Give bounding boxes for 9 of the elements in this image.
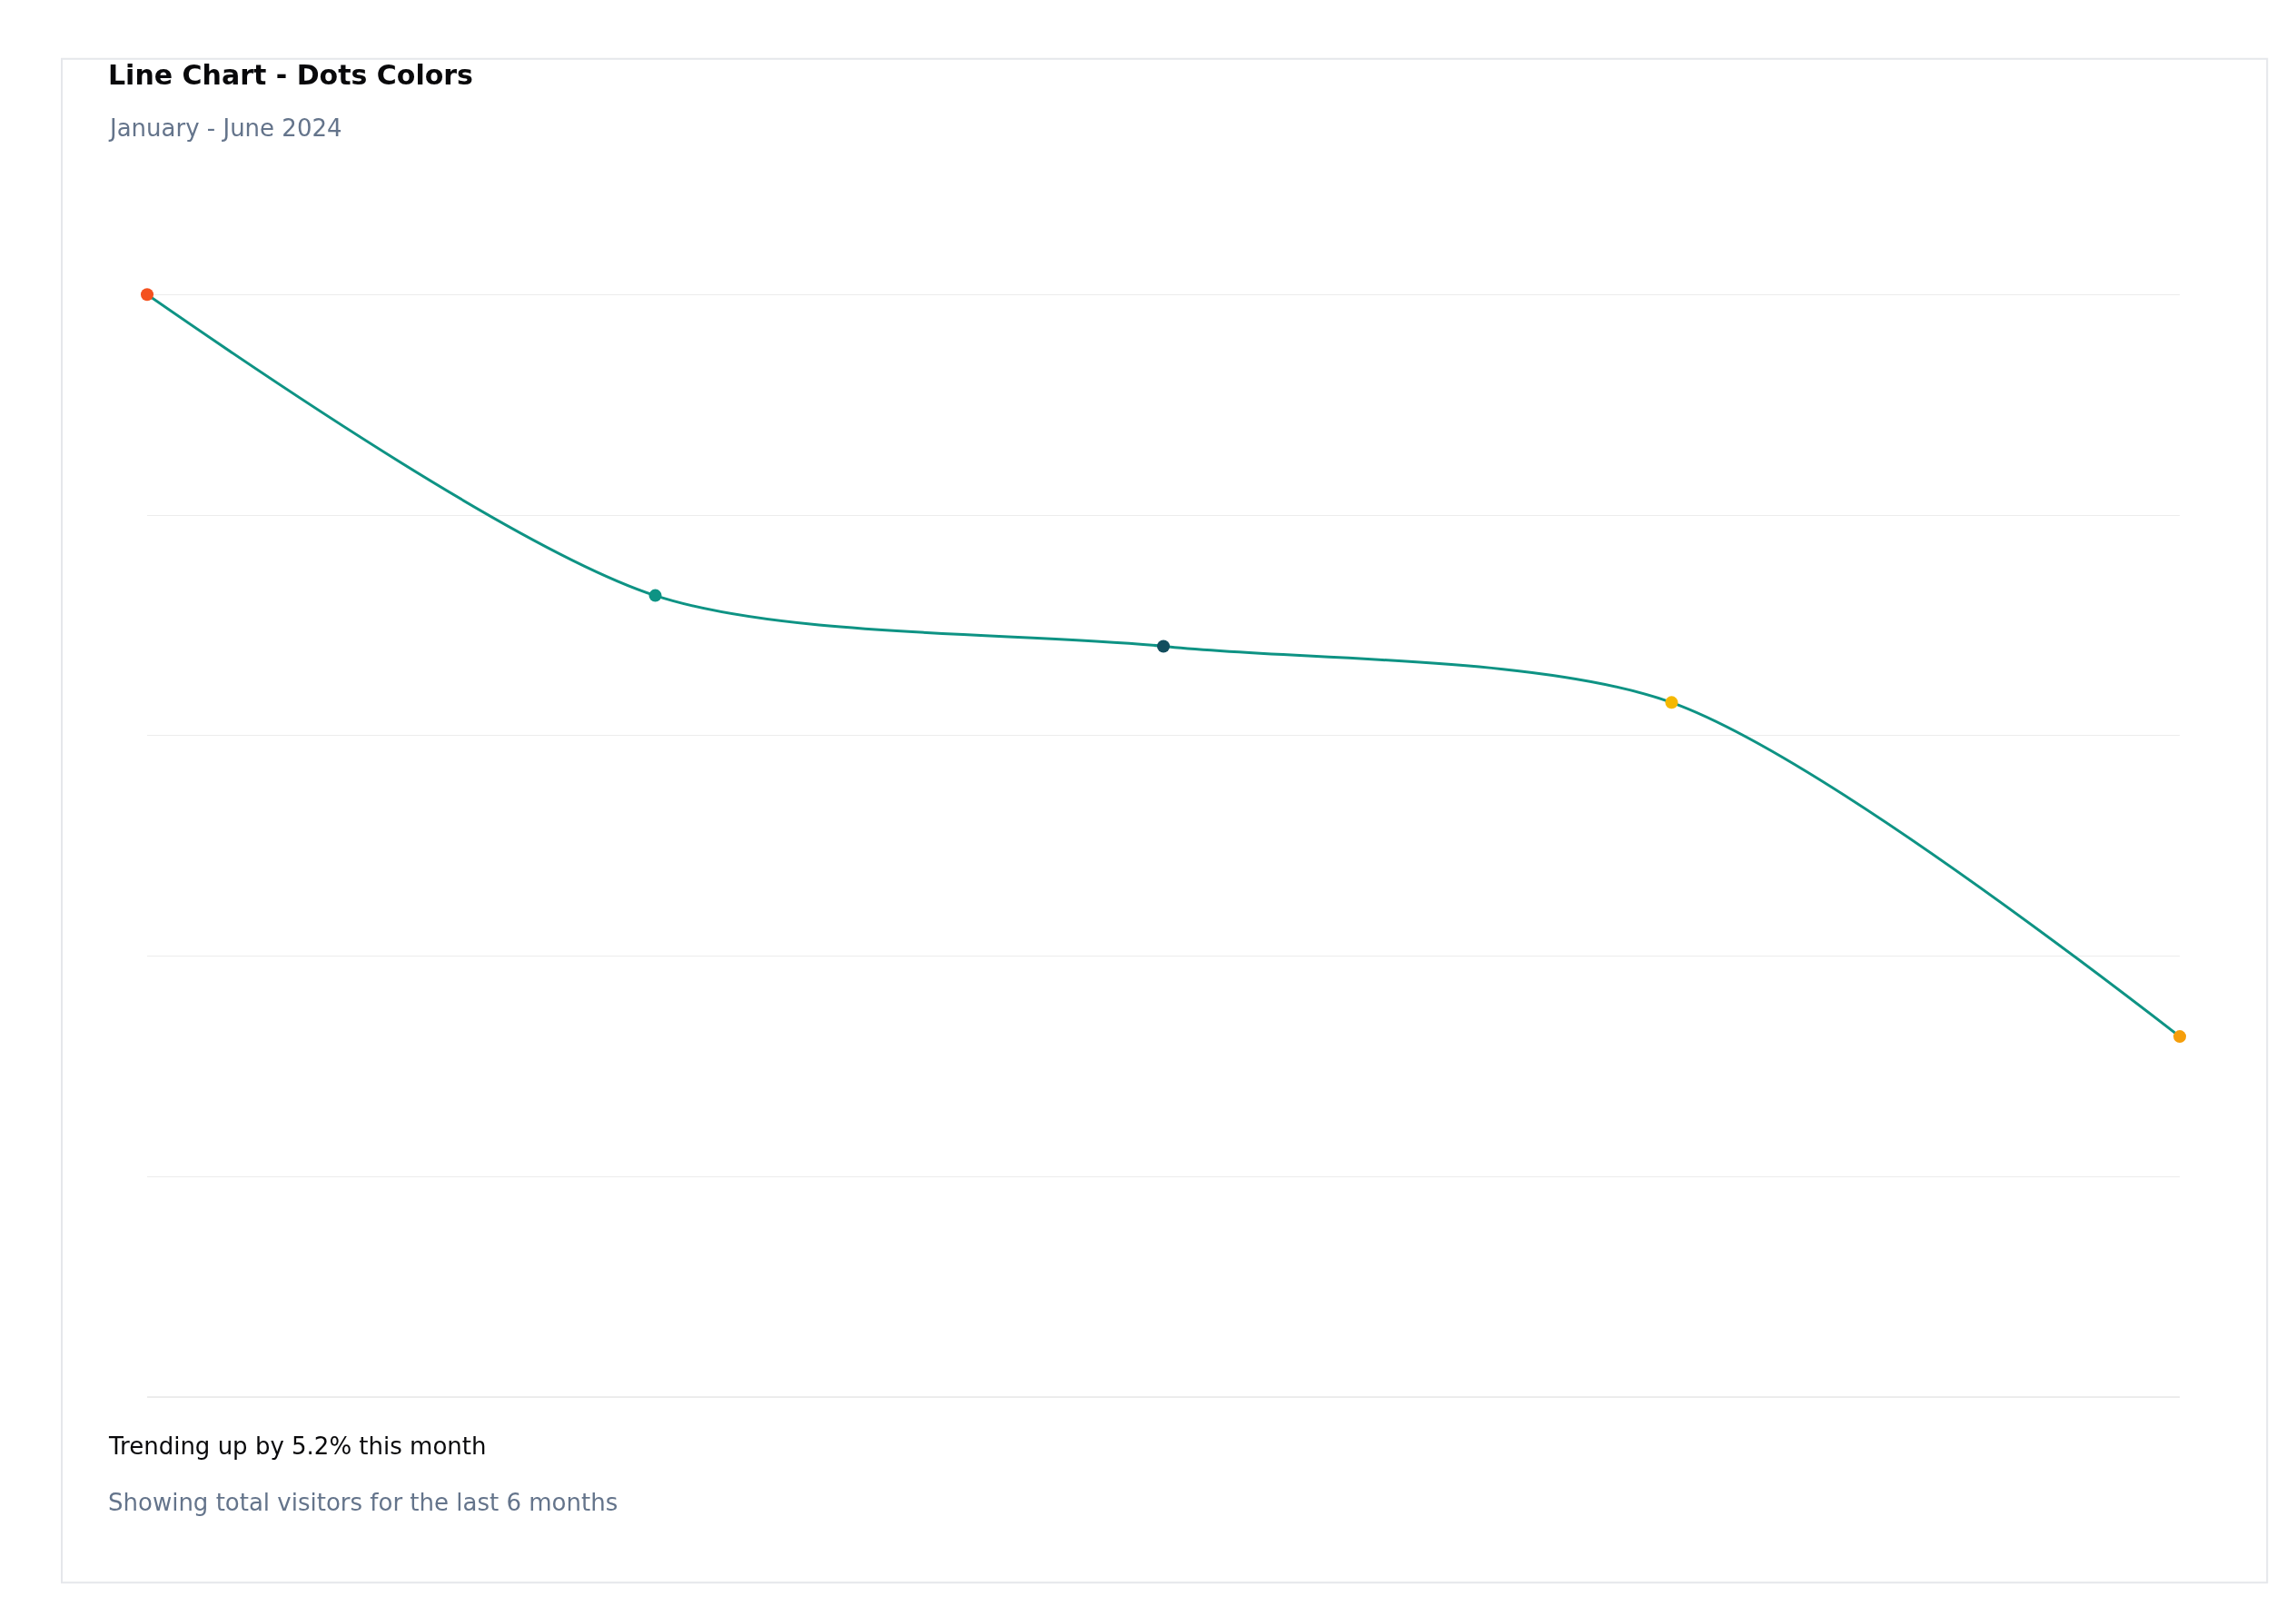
chart-title: Line Chart - Dots Colors xyxy=(108,59,473,91)
point xyxy=(141,288,153,302)
point xyxy=(1665,696,1678,709)
text: Showing total visitors for the last 6 months xyxy=(108,1489,619,1516)
point xyxy=(2173,1030,2186,1044)
point xyxy=(648,589,662,602)
point xyxy=(1157,639,1170,653)
text: Trending up by 5.2% this month xyxy=(108,1433,487,1460)
chart-subtitle: January - June 2024 xyxy=(108,114,342,142)
